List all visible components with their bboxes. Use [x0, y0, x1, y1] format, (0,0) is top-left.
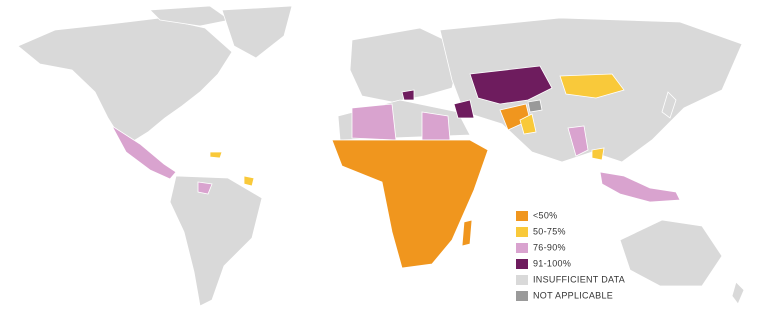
- greenland: [221, 5, 293, 59]
- legend-label: INSUFFICIENT DATA: [533, 274, 625, 284]
- legend-label: 91-100%: [533, 258, 571, 268]
- legend-swatch: [516, 211, 528, 221]
- legend-label: <50%: [533, 210, 557, 220]
- balkans: [401, 89, 415, 101]
- australia: [619, 219, 723, 287]
- iraq-syria: [453, 99, 475, 119]
- algeria: [351, 103, 397, 141]
- madagascar: [461, 219, 473, 247]
- libya: [421, 111, 451, 141]
- legend-label: 50-75%: [533, 226, 566, 236]
- northern-south-america: [197, 181, 213, 195]
- pakistan: [519, 113, 537, 135]
- europe: [349, 27, 463, 103]
- bangladesh-myanmar: [567, 125, 589, 157]
- legend-swatch: [516, 227, 528, 237]
- legend-swatch: [516, 291, 528, 301]
- legend-label: 76-90%: [533, 242, 566, 252]
- southeast-asia-islands: [599, 171, 681, 203]
- kashmir: [527, 99, 543, 113]
- legend-label: NOT APPLICABLE: [533, 290, 613, 300]
- legend-swatch: [516, 275, 528, 285]
- south-america: [169, 175, 263, 307]
- mexico-central-america: [110, 124, 177, 180]
- legend: <50% 50-75% 76-90% 91-100% INSUFFICIENT DATA…: [516, 210, 625, 301]
- mongolia: [559, 73, 625, 99]
- guyana: [243, 175, 255, 187]
- arctic-islands: [149, 5, 231, 27]
- legend-swatch: [516, 259, 528, 269]
- sub-saharan-africa: [331, 139, 489, 269]
- central-asia: [469, 65, 553, 105]
- legend-swatch: [516, 243, 528, 253]
- cambodia: [591, 147, 605, 161]
- japan: [661, 91, 677, 119]
- north-america: [17, 17, 233, 143]
- coverage-regions: [110, 65, 681, 269]
- haiti: [209, 151, 223, 159]
- new-zealand: [731, 281, 745, 305]
